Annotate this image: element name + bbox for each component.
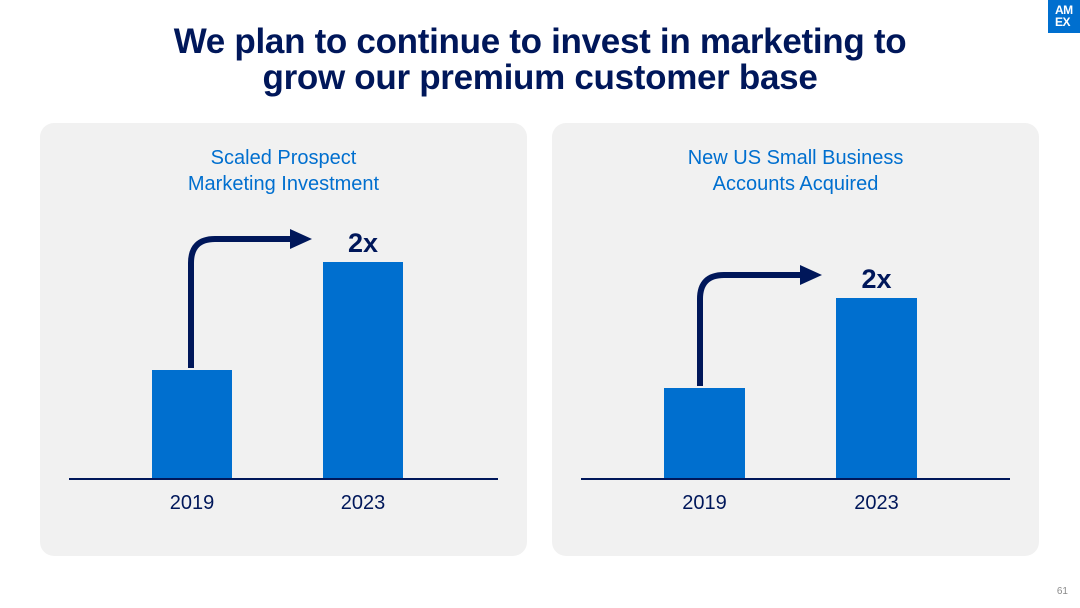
x-tick-label-2019: 2019 <box>170 492 215 514</box>
panel-title-line-2: Accounts Acquired <box>712 173 879 195</box>
growth-arrow-head <box>290 229 312 249</box>
panel-title-line-1: Scaled Prospect <box>210 147 357 169</box>
x-tick-label-2019: 2019 <box>682 492 727 514</box>
panel-title: New US Small Business Accounts Acquired <box>552 145 1039 197</box>
bar-2019 <box>664 388 745 478</box>
bar-2023 <box>323 262 403 478</box>
page-number: 61 <box>1056 586 1068 597</box>
growth-annotation: 2x <box>861 264 891 294</box>
page-title: We plan to continue to invest in marketi… <box>90 24 990 96</box>
x-tick-label-2023: 2023 <box>341 492 386 514</box>
chart-panel-accounts: New US Small Business Accounts Acquired … <box>552 123 1039 556</box>
amex-logo: AM EX <box>1048 0 1080 33</box>
panel-title-line-2: Marketing Investment <box>187 173 380 195</box>
logo-text-line-2: EX <box>1055 15 1071 29</box>
panel-title-line-1: New US Small Business <box>687 147 904 169</box>
page-title-line-1: We plan to continue to invest in marketi… <box>173 22 907 61</box>
page-title-line-2: grow our premium customer base <box>262 58 818 97</box>
growth-arrow-head <box>800 265 822 285</box>
logo-text-line-1: AM <box>1055 3 1073 17</box>
bar-chart-marketing: 2019 2023 2x <box>69 228 498 514</box>
bar-2023 <box>836 298 917 478</box>
growth-arrow <box>697 272 804 386</box>
growth-annotation: 2x <box>348 228 378 258</box>
bar-chart-accounts: 2019 2023 2x <box>581 264 1010 514</box>
bar-2019 <box>152 370 232 478</box>
growth-arrow <box>188 236 294 368</box>
chart-panel-marketing: Scaled Prospect Marketing Investment 201… <box>40 123 527 556</box>
panel-title: Scaled Prospect Marketing Investment <box>40 145 527 197</box>
x-tick-label-2023: 2023 <box>854 492 899 514</box>
